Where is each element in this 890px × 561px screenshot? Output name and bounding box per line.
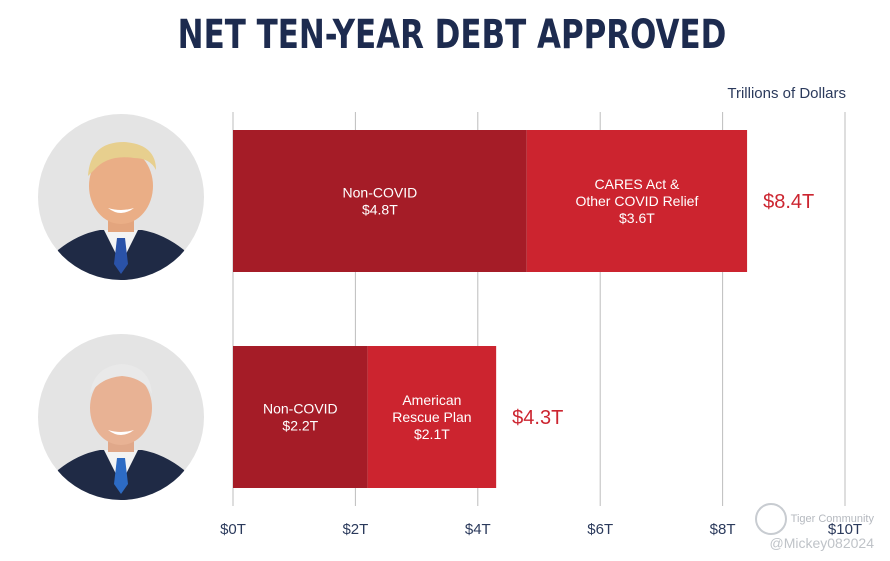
bar-segment-label: CARES Act & Other COVID Relief $3.6T: [575, 176, 698, 226]
chart-title: NET TEN-YEAR DEBT APPROVED: [177, 12, 727, 58]
x-tick-label: $6T: [587, 521, 613, 538]
bar-total-label: $4.3T: [512, 407, 563, 429]
bar-segment: [526, 130, 748, 272]
watermark-handle: @Mickey082024: [769, 535, 875, 551]
watermark: Tiger Community @Mickey082024: [754, 503, 875, 551]
trump-portrait: [38, 114, 204, 280]
x-tick-label: $0T: [220, 521, 246, 538]
x-tick-label: $4T: [465, 521, 491, 538]
x-tick-label: $10T: [828, 521, 862, 538]
watermark-brand: Tiger Community: [790, 512, 874, 525]
tiger-logo-icon: [754, 503, 787, 535]
biden-portrait: [38, 334, 204, 500]
units-label: Trillions of Dollars: [727, 85, 846, 102]
bar-segment-label: American Rescue Plan $2.1T: [392, 392, 471, 442]
bar-segment-label: Non-COVID $4.8T: [343, 185, 418, 218]
bar-segment-label: Non-COVID $2.2T: [263, 401, 338, 434]
bar-total-label: $8.4T: [763, 191, 814, 213]
bar-segment: [233, 130, 527, 272]
bar-segment: [233, 346, 368, 488]
bar-segment: [367, 346, 497, 488]
x-tick-label: $8T: [710, 521, 736, 538]
x-tick-label: $2T: [342, 521, 368, 538]
